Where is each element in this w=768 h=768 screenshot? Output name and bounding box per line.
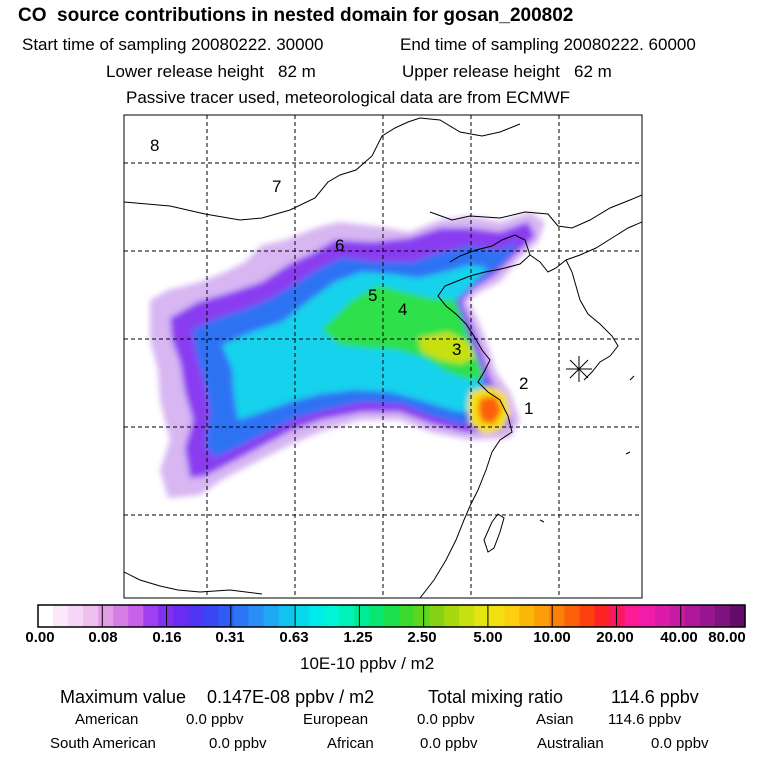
region-label-5: 5 bbox=[368, 286, 377, 305]
plot-title: CO source contributions in nested domain… bbox=[18, 5, 574, 26]
map-frame bbox=[123, 114, 643, 599]
colorbar-segment bbox=[549, 605, 566, 627]
colorbar-segment bbox=[383, 605, 400, 627]
colorbar-segment bbox=[38, 605, 54, 627]
colorbar-segment bbox=[519, 605, 535, 627]
colorbar-segment bbox=[278, 605, 295, 627]
colorbar-label-4: 0.63 bbox=[279, 629, 309, 646]
colorbar-segment bbox=[729, 605, 746, 627]
colorbar-segment bbox=[594, 605, 611, 627]
colorbar-segment bbox=[248, 605, 265, 627]
region-label-3: 3 bbox=[452, 340, 461, 359]
region-label-7: 7 bbox=[272, 177, 281, 196]
colorbar-segment bbox=[293, 605, 310, 627]
colorbar-segment bbox=[188, 605, 205, 627]
colorbar-label-2: 0.16 bbox=[152, 629, 182, 646]
colorbar-segment bbox=[414, 605, 430, 627]
end-time: End time of sampling 20080222. 60000 bbox=[400, 35, 696, 54]
gosan-receptor bbox=[566, 356, 592, 382]
colorbar-segment bbox=[128, 605, 144, 627]
colorbar-segment bbox=[143, 605, 159, 627]
colorbar-segment bbox=[113, 605, 129, 627]
colorbar-label-5: 1.25 bbox=[343, 629, 373, 646]
american-label: American bbox=[75, 711, 139, 728]
african-value: 0.0 ppbv bbox=[420, 735, 478, 752]
european-label: European bbox=[303, 711, 369, 728]
maximum-label: Maximum value bbox=[60, 687, 187, 707]
colorbar-label-9: 20.00 bbox=[596, 629, 634, 646]
start-time: Start time of sampling 20080222. 30000 bbox=[22, 35, 324, 54]
colorbar-segment bbox=[684, 605, 701, 627]
colorbar-segment bbox=[639, 605, 656, 627]
colorbar-segment bbox=[308, 605, 325, 627]
colorbar-segment bbox=[83, 605, 99, 627]
asian-label: Asian bbox=[536, 711, 574, 728]
colorbar-segment bbox=[564, 605, 581, 627]
south-american-value: 0.0 ppbv bbox=[209, 735, 267, 752]
region-label-1: 1 bbox=[524, 399, 533, 418]
european-value: 0.0 ppbv bbox=[417, 711, 475, 728]
colorbar-segment bbox=[323, 605, 340, 627]
colorbar-label-1: 0.08 bbox=[88, 629, 118, 646]
colorbar-segment bbox=[669, 605, 686, 627]
coastlines bbox=[124, 117, 642, 598]
colorbar-segment bbox=[68, 605, 84, 627]
maximum-value: 0.147E-08 ppbv / m2 bbox=[207, 687, 375, 707]
region-label-8: 8 bbox=[150, 136, 159, 155]
colorbar-segment bbox=[504, 605, 520, 627]
colorbar-segment bbox=[338, 605, 355, 627]
colorbar-segment bbox=[368, 605, 385, 627]
colorbar-segment bbox=[609, 605, 626, 627]
region-label-2: 2 bbox=[519, 374, 528, 393]
upper-release-height: Upper release height 62 m bbox=[402, 62, 612, 81]
colorbar-frame bbox=[37, 604, 746, 628]
lower-release-height: Lower release height 82 m bbox=[106, 62, 316, 81]
colorbar-segment bbox=[233, 605, 250, 627]
colorbar-label-0: 0.00 bbox=[25, 629, 55, 646]
total-mixing-label: Total mixing ratio bbox=[428, 687, 564, 707]
australian-label: Australian bbox=[537, 735, 604, 752]
colorbar-segment bbox=[459, 605, 475, 627]
colorbar-segment bbox=[624, 605, 641, 627]
total-mixing-value: 114.6 ppbv bbox=[611, 687, 699, 707]
colorbar-segment bbox=[218, 605, 235, 627]
asian-value: 114.6 ppbv bbox=[608, 711, 682, 728]
colorbar-segment bbox=[489, 605, 505, 627]
colorbar-label-6: 2.50 bbox=[407, 629, 437, 646]
colorbar-segment bbox=[353, 605, 370, 627]
colorbar-segment bbox=[429, 605, 445, 627]
colorbar-label-8: 10.00 bbox=[533, 629, 571, 646]
region-label-6: 6 bbox=[335, 236, 344, 255]
colorbar-segment bbox=[699, 605, 716, 627]
colorbar-segment bbox=[399, 605, 415, 627]
lat-lon-grid bbox=[124, 115, 642, 598]
colorbar-label-10: 40.00 bbox=[660, 629, 698, 646]
colorbar-segment bbox=[263, 605, 280, 627]
colorbar-segment bbox=[474, 605, 490, 627]
colorbar-segment bbox=[714, 605, 731, 627]
colorbar-segment bbox=[173, 605, 190, 627]
colorbar-label-11: 80.00 bbox=[708, 629, 746, 646]
colorbar bbox=[37, 604, 746, 628]
australian-value: 0.0 ppbv bbox=[651, 735, 709, 752]
colorbar-segment bbox=[444, 605, 460, 627]
colorbar-segment bbox=[654, 605, 671, 627]
colorbar-segment bbox=[534, 605, 551, 627]
american-value: 0.0 ppbv bbox=[186, 711, 244, 728]
colorbar-label-7: 5.00 bbox=[473, 629, 503, 646]
colorbar-label-3: 0.31 bbox=[215, 629, 245, 646]
colorbar-segment bbox=[98, 605, 114, 627]
region-labels: 8 7 6 5 4 3 2 1 bbox=[150, 136, 533, 418]
colorbar-segment bbox=[53, 605, 69, 627]
south-american-label: South American bbox=[50, 735, 156, 752]
african-label: African bbox=[327, 735, 374, 752]
region-label-4: 4 bbox=[398, 300, 407, 319]
colorbar-units: 10E-10 ppbv / m2 bbox=[300, 654, 435, 673]
tracer-note: Passive tracer used, meteorological data… bbox=[126, 88, 571, 107]
colorbar-segment bbox=[203, 605, 220, 627]
colorbar-segment bbox=[579, 605, 596, 627]
